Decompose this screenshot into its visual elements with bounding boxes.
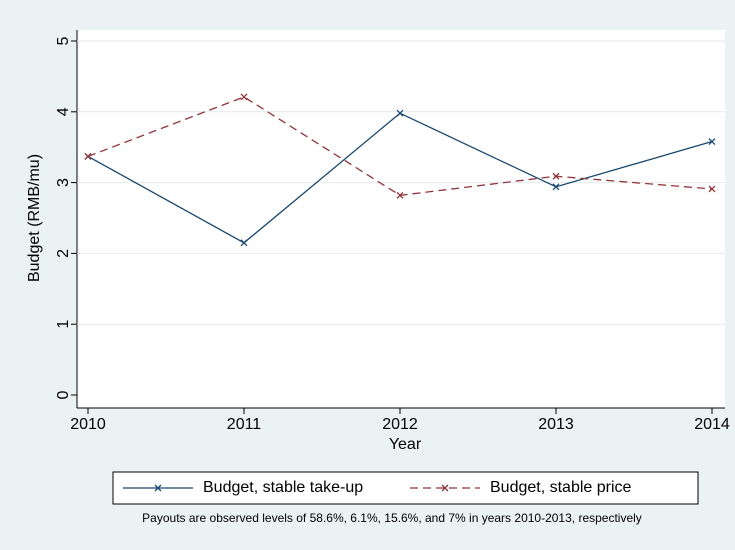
legend-label: Budget, stable take-up [203, 479, 363, 496]
marker [708, 185, 716, 193]
x-tick-label: 2013 [538, 416, 574, 433]
y-tick-label: 0 [55, 390, 72, 399]
plot-area [77, 30, 725, 408]
marker [708, 138, 716, 145]
y-tick-label: 2 [55, 249, 72, 258]
x-tick-label: 2011 [227, 416, 262, 433]
y-tick-label: 1 [55, 320, 72, 329]
legend-marker [441, 484, 449, 492]
x-tick-label: 2012 [382, 416, 418, 433]
marker [552, 183, 560, 191]
marker [84, 152, 92, 160]
marker [240, 239, 248, 247]
marker [552, 172, 560, 180]
y-axis-label: Budget (RMB/mu) [26, 154, 43, 282]
x-tick-label: 2010 [70, 416, 106, 433]
marker [396, 109, 404, 117]
note: Payouts are observed levels of 58.6%, 6.… [142, 511, 642, 525]
y-tick-label: 5 [55, 36, 72, 45]
legend [112, 471, 699, 505]
marker [240, 93, 248, 101]
x-axis-label: Year [389, 436, 422, 453]
x-tick-label: 2014 [694, 416, 730, 433]
legend-label: Budget, stable price [490, 479, 632, 496]
y-tick-label: 3 [55, 178, 72, 187]
marker [396, 191, 404, 199]
legend-marker [154, 484, 162, 492]
y-tick-label: 4 [55, 107, 72, 116]
